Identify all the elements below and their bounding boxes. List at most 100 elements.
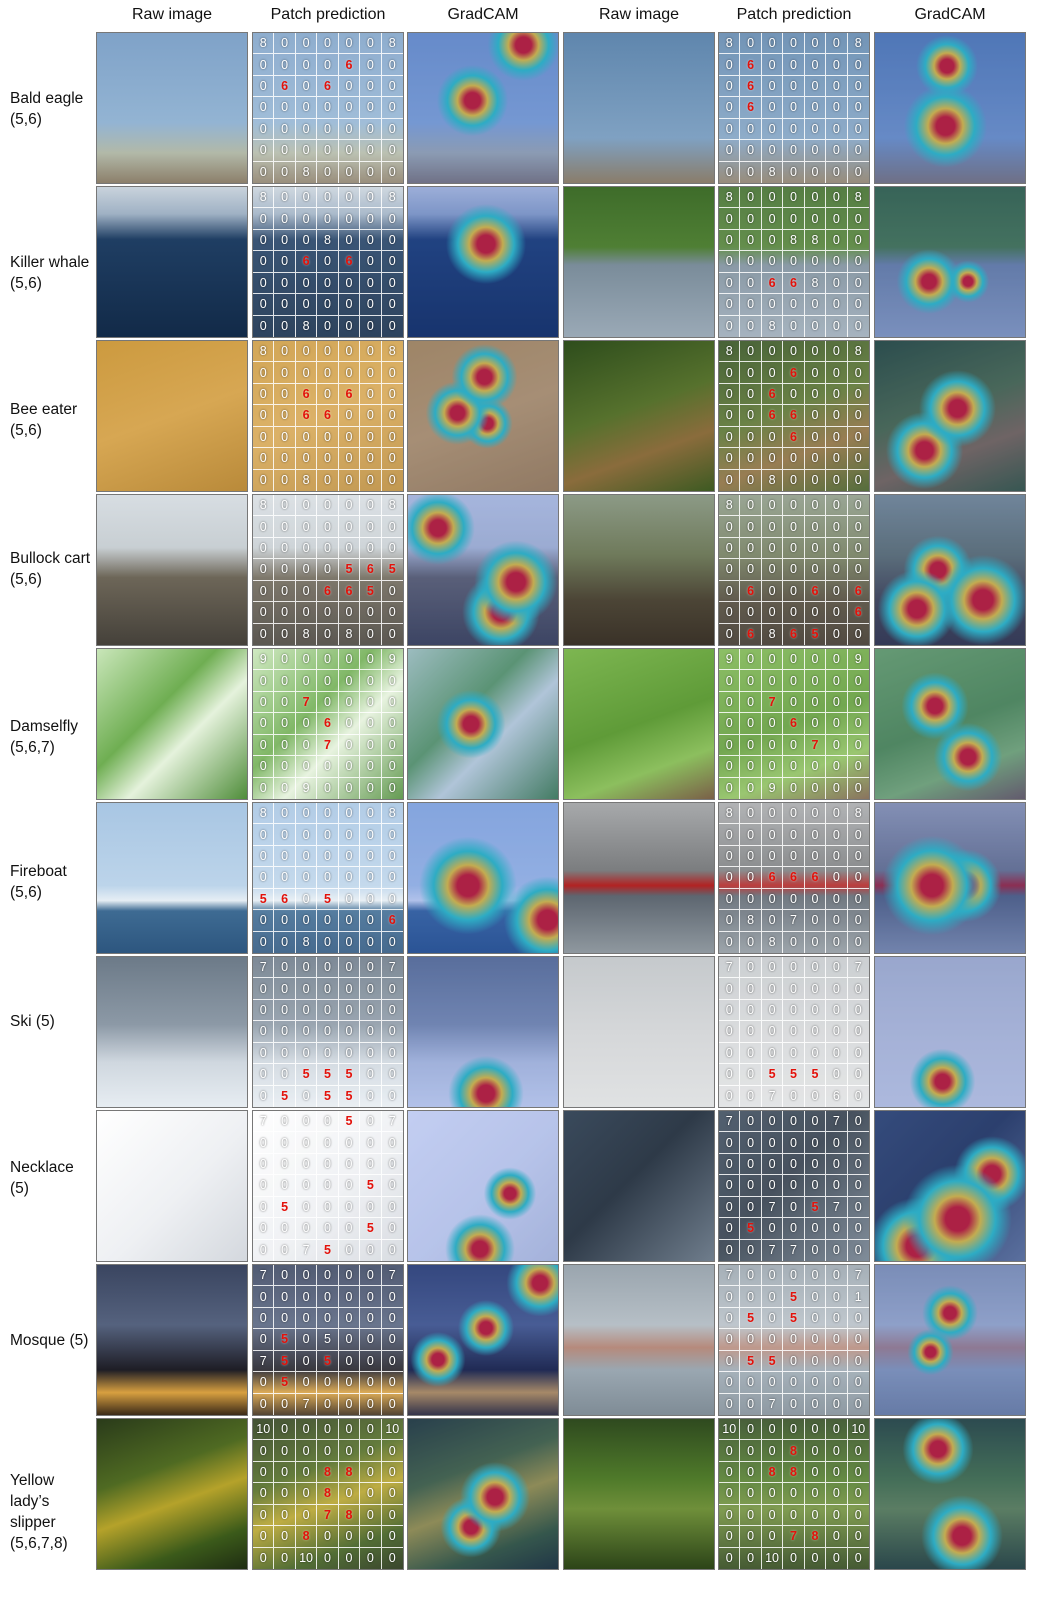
- patch-value: 0: [317, 623, 339, 645]
- patch-value: 5: [317, 1085, 339, 1107]
- patch-value: 0: [719, 1440, 741, 1462]
- patch-value: 0: [804, 208, 827, 230]
- patch-value: 0: [381, 1372, 403, 1394]
- patch-value: 8: [762, 623, 784, 645]
- patch-value: 0: [719, 208, 741, 230]
- patch-value: 0: [719, 140, 741, 162]
- patch-value: 0: [381, 846, 403, 868]
- raw-image: [96, 1110, 248, 1262]
- patch-value: 0: [317, 649, 339, 671]
- patch-value: 0: [360, 75, 382, 98]
- patch-value: 10: [719, 1419, 741, 1441]
- patch-value: 0: [295, 97, 318, 119]
- patch-value: 8: [719, 341, 741, 363]
- patch-value: 0: [783, 1372, 805, 1394]
- patch-value: 8: [338, 1504, 361, 1527]
- patch-value: 0: [719, 161, 741, 183]
- patch-value: 0: [317, 999, 339, 1022]
- patch-value: 0: [826, 1419, 848, 1441]
- patch-value: 0: [847, 670, 869, 692]
- patch-value: 0: [826, 294, 848, 316]
- patch-value: 0: [317, 1132, 339, 1154]
- patch-value: 7: [296, 1239, 318, 1261]
- patch-value: 0: [740, 1175, 762, 1197]
- patch-value: 0: [338, 1483, 361, 1505]
- patch-value: 0: [805, 1239, 827, 1261]
- patch-value: 0: [274, 426, 296, 449]
- patch-value: 0: [783, 1350, 805, 1373]
- patch-value: 0: [847, 824, 869, 846]
- patch-value: 0: [826, 187, 848, 209]
- patch-value: 0: [295, 1265, 318, 1287]
- patch-value: 8: [762, 161, 784, 183]
- patch-value: 0: [253, 383, 275, 406]
- patch-value: 0: [804, 1042, 827, 1065]
- patch-value: 0: [826, 734, 848, 757]
- patch-value: 0: [804, 649, 827, 671]
- patch-value: 0: [719, 1218, 741, 1240]
- gradcam-image: [407, 1418, 559, 1570]
- raw-image: [563, 494, 715, 646]
- patch-value: 0: [360, 315, 382, 337]
- patch-value: 0: [381, 867, 403, 889]
- patch-value: 0: [783, 670, 805, 692]
- patch-value: 0: [274, 1239, 296, 1261]
- patch-value: 10: [762, 1547, 784, 1569]
- patch-value: 0: [274, 691, 296, 714]
- patch-value: 0: [740, 33, 762, 55]
- patch-value: 0: [381, 1043, 403, 1065]
- patch-value: 0: [847, 1132, 869, 1154]
- patch-value: 0: [854, 319, 862, 334]
- patch-value: 8: [847, 341, 869, 363]
- patch-value: 7: [783, 910, 805, 932]
- patch-value: 8: [381, 187, 403, 209]
- patch-value: 0: [826, 208, 848, 230]
- patch-value: 0: [804, 1504, 827, 1527]
- patch-value: 0: [826, 777, 848, 799]
- patch-value: 0: [761, 1504, 784, 1527]
- patch-value: 6: [338, 54, 361, 76]
- patch-value: 0: [274, 251, 296, 273]
- patch-value: 0: [253, 713, 275, 735]
- patch-value: 0: [317, 341, 339, 363]
- patch-value: 0: [381, 538, 403, 560]
- patch-value: 0: [253, 208, 275, 230]
- patch-value: 0: [740, 957, 762, 979]
- patch-value: 0: [274, 978, 296, 1000]
- patch-value: 10: [253, 1419, 275, 1441]
- patch-value: 0: [826, 803, 848, 825]
- patch-value: 0: [826, 1307, 848, 1330]
- patch-value: 0: [740, 1526, 762, 1548]
- patch-value: 0: [719, 1239, 741, 1261]
- patch-value: 0: [761, 1307, 784, 1330]
- patch-value: 0: [719, 734, 741, 757]
- patch-value: 0: [317, 1042, 339, 1065]
- gradcam-image: [874, 186, 1026, 338]
- patch-value: 5: [317, 1239, 339, 1261]
- raw-image: [96, 1264, 248, 1416]
- patch-value: 0: [317, 251, 339, 273]
- patch-value: 0: [381, 427, 403, 449]
- patch-value: 0: [804, 1483, 827, 1505]
- patch-value: 0: [740, 824, 762, 846]
- patch-value: 0: [360, 1239, 382, 1261]
- patch-value: 0: [381, 602, 403, 624]
- patch-value: 0: [740, 516, 762, 538]
- patch-value: 0: [761, 1440, 784, 1462]
- patch-value: 7: [295, 691, 318, 714]
- patch-value: 0: [783, 1329, 805, 1351]
- patch-value: 7: [381, 1111, 403, 1133]
- patch-value: 8: [317, 1461, 339, 1484]
- patch-value: 0: [360, 362, 382, 384]
- patch-value: 0: [847, 1462, 869, 1484]
- raw-image: [563, 648, 715, 800]
- patch-value: 0: [339, 161, 361, 183]
- patch-value: 0: [847, 1440, 869, 1462]
- patch-value: 0: [804, 1372, 827, 1394]
- patch-value: 6: [317, 580, 339, 603]
- patch-value: 5: [740, 1307, 762, 1330]
- patch-value: 0: [740, 1021, 762, 1043]
